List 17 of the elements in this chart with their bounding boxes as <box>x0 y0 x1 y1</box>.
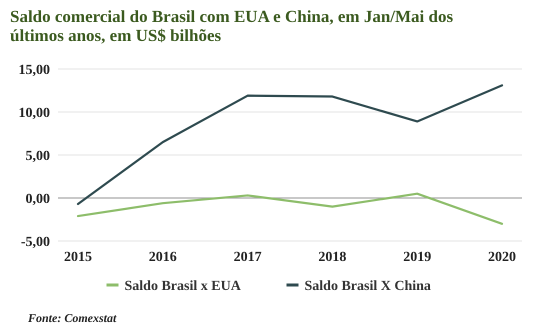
x-tick-label: 2017 <box>234 250 262 265</box>
x-tick-label: 2020 <box>488 250 516 265</box>
x-tick-label: 2019 <box>403 250 432 265</box>
y-tick-label: 15,00 <box>18 63 50 78</box>
x-tick-label: 2015 <box>64 250 92 265</box>
y-tick-label: 5,00 <box>26 149 50 164</box>
line-series <box>76 84 504 206</box>
source-note: Fonte: Comexstat <box>27 311 117 325</box>
line-series <box>76 192 504 225</box>
x-tick-label: 2018 <box>318 250 346 265</box>
y-tick-label: 10,00 <box>18 106 50 121</box>
legend-label: Saldo Brasil x EUA <box>124 279 242 294</box>
legend-label: Saldo Brasil X China <box>304 279 431 294</box>
chart-title: Saldo comercial do Brasil com EUA e China, em Jan/Mai dos últimos anos, em US$ bilhões <box>10 7 454 45</box>
y-tick-label: 0,00 <box>26 192 50 207</box>
x-tick-label: 2016 <box>148 250 177 265</box>
y-tick-label: -5,00 <box>20 235 50 250</box>
